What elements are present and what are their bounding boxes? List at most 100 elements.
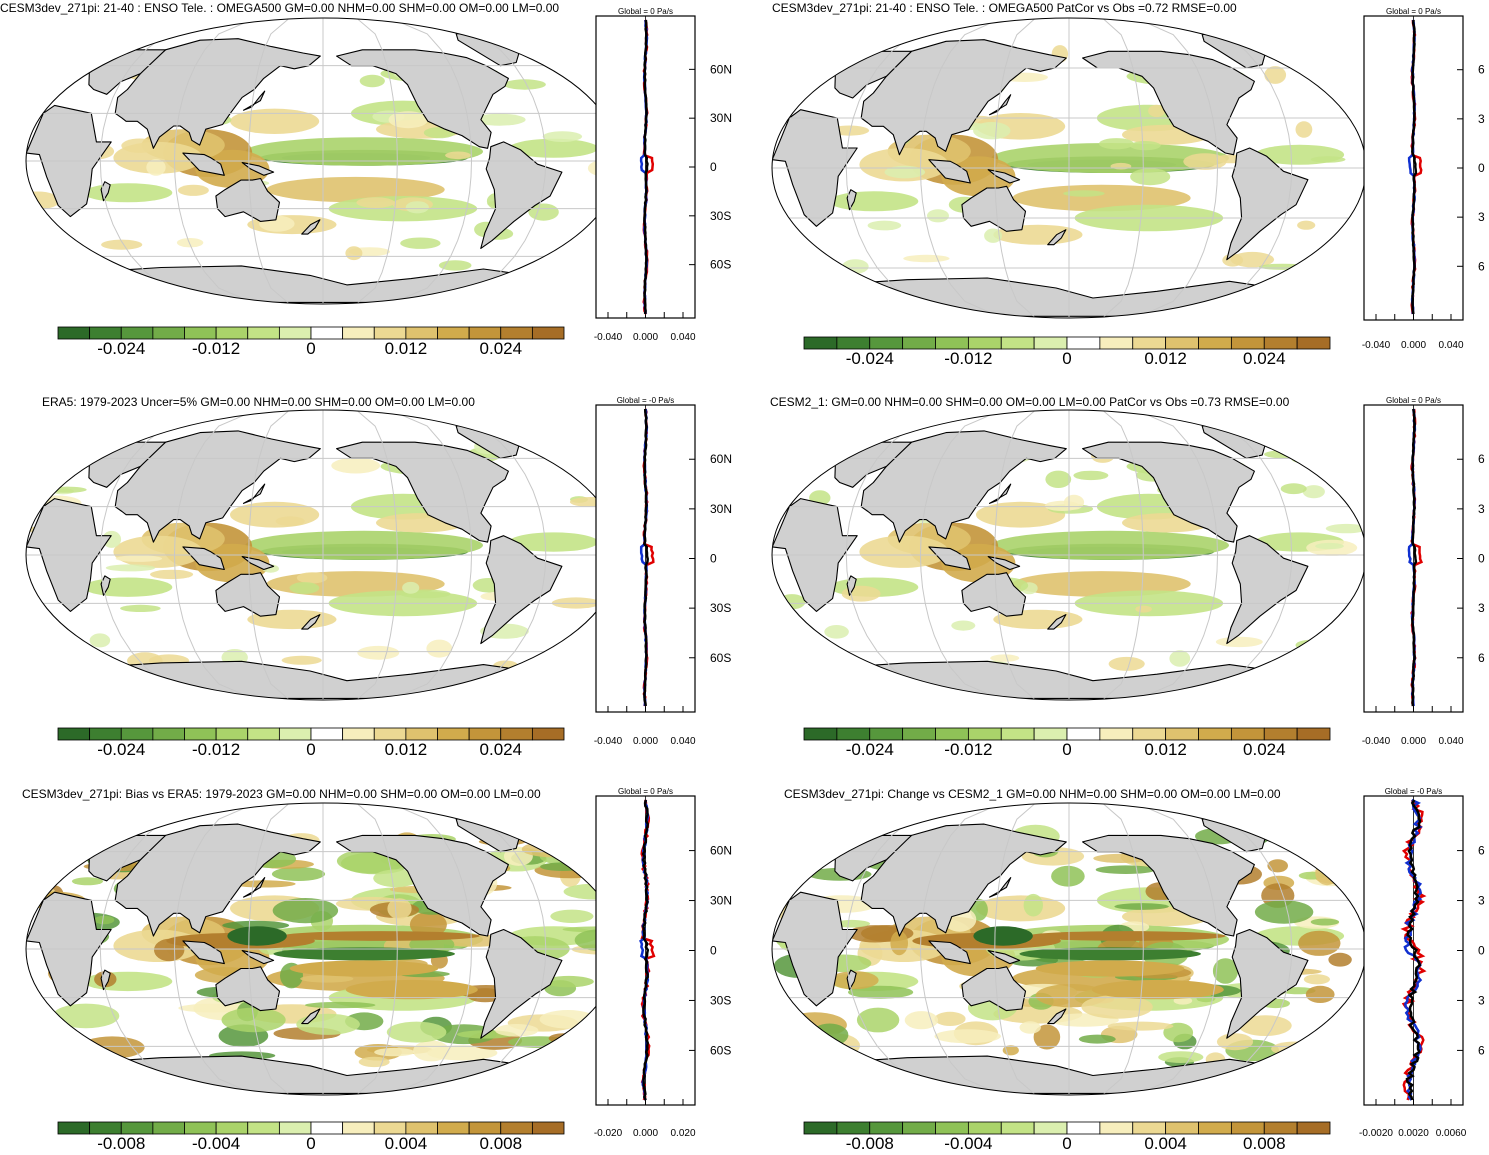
field-patch: [386, 1021, 447, 1043]
colorbar-label: 0.004: [385, 1134, 428, 1153]
field-patch: [976, 501, 1066, 528]
colorbar-box: [57, 1121, 91, 1135]
land-uk-2: [572, 461, 588, 475]
field-patch: [1158, 1051, 1204, 1063]
colorbar-box: [935, 727, 969, 741]
colorbar-box: [1000, 727, 1035, 741]
land-australia-5: [961, 966, 1027, 1012]
field-patch: [508, 532, 599, 552]
colorbar-box: [1296, 1121, 1331, 1135]
zonal-mean-plot: Global = -0 Pa/s 60N 30N 0 30S 60S -0.040 0.000…: [594, 396, 732, 747]
longitude-gridline: [845, 410, 969, 700]
x-tick-label: -0.040: [594, 736, 623, 747]
colorbar-box: [1066, 727, 1101, 741]
field-patch: [1012, 184, 1191, 212]
field-patch: [1302, 485, 1325, 499]
colorbar-box: [1198, 1121, 1232, 1135]
field-patch: [387, 898, 412, 920]
field-patch: [824, 625, 849, 639]
field-patch: [1033, 1024, 1061, 1050]
colorbar-box: [869, 1121, 904, 1135]
longitude-gridline: [356, 410, 398, 700]
colorbar-box: [902, 727, 936, 741]
colorbar-box: [278, 727, 312, 741]
longitude-gridline: [994, 803, 1036, 1095]
longitude-gridline: [423, 410, 547, 700]
land-samerica-5: [1226, 928, 1309, 1039]
field-patch: [146, 159, 166, 176]
colorbar-box: [405, 1121, 438, 1135]
field-patch: [232, 880, 296, 888]
lat-label: 60N: [710, 62, 732, 76]
longitude-gridline: [919, 803, 1003, 1095]
x-tick-label: -0.040: [1362, 340, 1391, 351]
colorbar-box: [57, 727, 91, 741]
field-patch: [409, 911, 447, 938]
colorbar-box: [1000, 1121, 1035, 1135]
colorbar-box: [1198, 727, 1232, 741]
field-patch: [859, 535, 949, 568]
lat-label: 3: [1478, 112, 1485, 126]
colorbar-label: -0.012: [944, 349, 992, 368]
lat-label: 0: [1478, 944, 1485, 958]
x-tick-label: 0.0020: [1398, 1128, 1429, 1139]
colorbar-box: [1099, 1121, 1134, 1135]
land-nz-4: [301, 1008, 321, 1025]
field-patch: [1291, 454, 1324, 464]
field-patch: [1328, 952, 1352, 967]
colorbar-box: [373, 727, 407, 741]
zonal-mean-plot: Global = 0 Pa/s 6 3 0 3 6 -0.040 0.000 0.040: [1362, 396, 1485, 747]
colorbar-box: [1066, 336, 1101, 350]
colorbar-box: [935, 336, 969, 350]
lat-label: 60N: [710, 452, 732, 466]
field-patch: [121, 138, 158, 153]
x-tick-label: -0.020: [594, 1128, 623, 1139]
colorbar-box: [1033, 336, 1068, 350]
land-madagascar-4: [100, 969, 111, 991]
land-indonesia-0: [182, 152, 225, 176]
field-patch: [1129, 141, 1161, 151]
colorbar-box: [310, 1121, 344, 1135]
panel-title: CESM3dev_271pi: Change vs CESM2_1 GM=0.0…: [784, 787, 1281, 801]
land-uk-3: [1318, 461, 1334, 475]
lat-label: 0: [1478, 552, 1485, 566]
land-namerica-4: [336, 834, 509, 937]
colorbar-box: [1132, 727, 1167, 741]
colorbar-box: [500, 727, 533, 741]
land-australia-1: [961, 185, 1027, 232]
field-patch: [400, 237, 441, 249]
field-patch: [445, 151, 471, 160]
field-patch: [1099, 138, 1134, 150]
colorbar-label: 0.008: [480, 1134, 523, 1153]
field-patch: [503, 79, 546, 90]
colorbar-box: [902, 336, 936, 350]
longitude-gridline: [845, 803, 969, 1095]
lat-label: 60S: [710, 1043, 731, 1057]
land-nz-3: [1047, 614, 1067, 630]
colorbar-label: 0.012: [1144, 349, 1187, 368]
longitude-gridline: [423, 803, 547, 1095]
land-madagascar-0: [100, 181, 111, 202]
field-patch: [542, 131, 583, 143]
zonal-plot-title: Global = 0 Pa/s: [618, 7, 673, 16]
field-patch: [1238, 1015, 1292, 1036]
colorbar-box: [278, 326, 312, 340]
field-patch: [176, 238, 204, 248]
colorbar-box: [1296, 336, 1331, 350]
field-patch: [281, 931, 480, 941]
x-tick-label: 0.040: [1438, 340, 1463, 351]
land-indonesia-2: [182, 546, 225, 571]
colorbar-box: [531, 326, 565, 340]
field-patch: [1183, 153, 1227, 170]
colorbar-box: [89, 727, 122, 741]
longitude-gridline: [994, 18, 1036, 318]
colorbar-box: [437, 727, 470, 741]
colorbar-box: [500, 326, 533, 340]
colorbar-box: [437, 1121, 470, 1135]
map-area: [772, 410, 1366, 700]
field-patch: [1063, 494, 1085, 510]
field-patch: [1073, 470, 1109, 481]
field-patch: [1297, 220, 1316, 230]
lat-label: 6: [1478, 1043, 1485, 1057]
land-indonesia-1: [928, 159, 971, 184]
